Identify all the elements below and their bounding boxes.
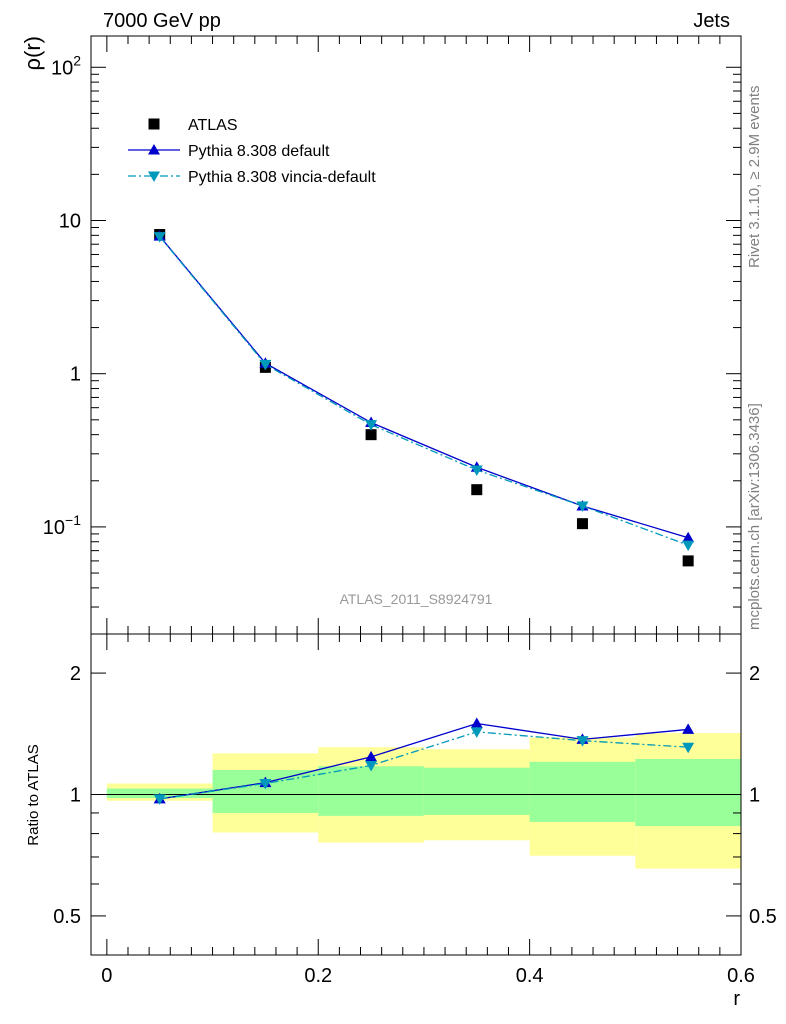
ratio-point-s1-1 (259, 778, 272, 790)
main-ytick-label-2: 10 (59, 210, 81, 232)
x-axis-label: r (733, 988, 740, 1010)
main-point-s0-5 (682, 555, 694, 567)
main-point-s0-3 (471, 484, 483, 496)
main-point-s2-0 (153, 232, 166, 243)
ratio-error-bands (106, 733, 741, 869)
ratio-point-s1-0 (153, 794, 166, 805)
main-point-s2-2 (365, 420, 378, 431)
ratio-point-s0-3 (470, 717, 483, 728)
main-y-axis-label: ρ(r) (20, 36, 45, 71)
x-tick-label-3: 0.6 (727, 965, 755, 987)
main-ytick-label-1: 1 (70, 364, 81, 386)
ratio-point-s0-5 (682, 723, 695, 734)
ratio-point-s1-3 (470, 727, 483, 738)
x-tick-label-2: 0.4 (516, 965, 544, 987)
header-process-label: Jets (693, 10, 730, 32)
axis-ticks: 10−1 1 10 102 0 0.2 0.4 0.6 0.5 0.5 1 1 2 2 (43, 36, 777, 987)
ratio-inner-band-4 (529, 761, 636, 822)
main-ytick-label-3: 102 (51, 52, 81, 79)
legend-marker-2 (148, 171, 160, 182)
ratio-point-s0-2 (365, 750, 378, 762)
ratio-point-s1-4 (576, 736, 589, 747)
header-energy-label: 7000 GeV pp (103, 10, 221, 32)
main-ytick-label-0: 10−1 (43, 512, 81, 539)
ratio-ytick-label-left-1: 1 (70, 785, 81, 807)
main-point-s1-5 (682, 531, 695, 543)
ratio-point-s1-5 (682, 742, 695, 754)
analysis-label: ATLAS_2011_S8924791 (340, 591, 493, 607)
legend-marker-1 (148, 144, 160, 155)
legend-label-0: ATLAS (188, 117, 238, 134)
main-point-s2-5 (682, 540, 695, 552)
x-tick-label-0: 0 (101, 965, 112, 987)
ratio-point-s1-2 (365, 761, 378, 772)
main-point-s2-3 (470, 465, 483, 477)
ratio-ytick-label-right-1: 1 (749, 785, 760, 807)
legend: ATLAS Pythia 8.308 default Pythia 8.308 vi… (128, 117, 376, 186)
ratio-ytick-label-right-0: 0.5 (749, 906, 777, 928)
x-tick-label-1: 0.2 (304, 965, 332, 987)
legend-marker-0 (148, 118, 160, 130)
ratio-inner-band-5 (635, 758, 741, 827)
ratio-ytick-label-left-0: 0.5 (53, 906, 81, 928)
main-point-s2-1 (259, 359, 272, 371)
ratio-inner-band-3 (423, 767, 530, 815)
ratio-line-series-0 (159, 722, 689, 800)
legend-label-1: Pythia 8.308 default (188, 143, 330, 160)
main-panel-series (153, 229, 695, 567)
main-point-s2-4 (576, 501, 589, 512)
legend-label-2: Pythia 8.308 vincia-default (188, 169, 376, 186)
main-line-series-2 (159, 236, 689, 546)
main-point-s0-4 (576, 518, 588, 530)
ratio-line-series-1 (159, 731, 689, 800)
ratio-inner-band-2 (318, 766, 424, 816)
main-line-series-1 (159, 235, 689, 539)
ratio-ytick-label-left-2: 2 (70, 663, 81, 685)
main-point-s0-2 (365, 429, 377, 441)
ratio-panel-series (153, 717, 695, 805)
ratio-y-axis-label: Ratio to ATLAS (25, 744, 42, 845)
ratio-ytick-label-right-2: 2 (749, 663, 760, 685)
ratio-inner-band-1 (212, 770, 319, 813)
